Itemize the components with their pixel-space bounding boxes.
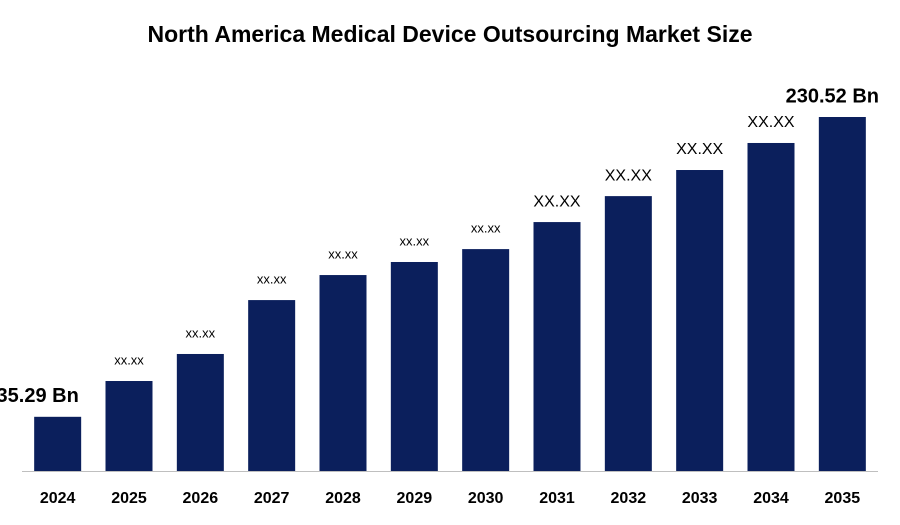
data-label: xx.xx <box>186 325 216 340</box>
bar <box>818 117 866 471</box>
data-label: xx.xx <box>257 272 287 287</box>
data-label: xx.xx <box>328 246 358 261</box>
data-label: XX.XX <box>533 193 580 210</box>
x-tick-label: 2032 <box>611 490 647 507</box>
x-tick-label: 2029 <box>397 490 433 507</box>
data-label: xx.xx <box>114 352 144 367</box>
bar <box>676 170 724 471</box>
data-label: 35.29 Bn <box>0 385 79 407</box>
bar <box>176 353 224 471</box>
x-tick-label: 2026 <box>183 490 219 507</box>
x-tick-label: 2034 <box>753 490 789 507</box>
x-tick-label: 2030 <box>468 490 504 507</box>
bar <box>105 381 153 471</box>
bar <box>390 261 438 471</box>
x-tick-label: 2027 <box>254 490 290 507</box>
bar <box>747 142 795 471</box>
data-label: xx.xx <box>471 221 501 236</box>
data-label: xx.xx <box>400 233 430 248</box>
chart-title: North America Medical Device Outsourcing… <box>148 21 753 47</box>
x-tick-label: 2033 <box>682 490 718 507</box>
data-label: XX.XX <box>605 167 652 184</box>
bar <box>462 249 510 471</box>
data-label: 230.52 Bn <box>786 85 879 107</box>
bar <box>248 300 296 471</box>
x-tick-label: 2024 <box>40 490 76 507</box>
bar <box>604 196 652 471</box>
data-label: XX.XX <box>747 114 794 131</box>
x-tick-label: 2031 <box>539 490 575 507</box>
x-tick-label: 2028 <box>325 490 361 507</box>
bar <box>34 416 82 471</box>
bar <box>319 275 367 471</box>
bar <box>533 222 581 471</box>
x-tick-label: 2035 <box>825 490 861 507</box>
data-label: XX.XX <box>676 141 723 158</box>
x-tick-label: 2025 <box>111 490 147 507</box>
